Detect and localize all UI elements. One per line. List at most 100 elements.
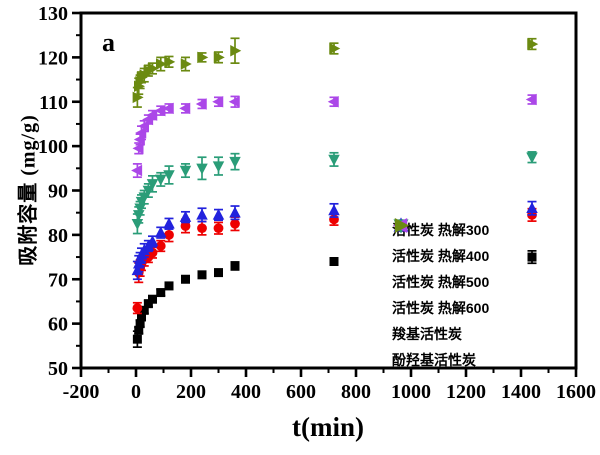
data-point [328,204,340,216]
data-point [197,223,207,234]
data-point [180,221,191,231]
data-point [164,56,176,68]
series-carboxyl-ac [131,93,537,179]
legend-label: 活性炭 热解600 [392,300,490,316]
data-point [156,58,167,70]
data-point [137,312,146,322]
y-tick-label: 70 [48,269,68,291]
data-point [329,257,339,266]
data-point [134,325,144,335]
data-point [163,217,175,229]
data-point [229,156,241,168]
x-tick-label: 1200 [446,381,486,403]
data-point [180,58,192,70]
y-axis-title: 吸附容量 (mg/g) [17,114,40,266]
data-point [213,223,224,234]
data-point [197,270,207,280]
x-tick-label: 200 [176,381,206,403]
data-point [181,274,190,284]
x-axis: -200 0 200 400 600 800 1000 1200 1400 1600 [63,368,596,403]
data-point [527,38,539,50]
series-ac-pyrolysis-300 [132,250,537,348]
data-point [135,319,145,329]
x-tick-label: 1600 [556,381,596,403]
data-point [525,93,537,106]
legend-label: 活性炭 热解300 [392,222,490,238]
series-phenolic-hydroxyl-ac [132,37,539,108]
data-point [139,305,149,315]
x-tick-label: 600 [286,381,316,403]
data-point [146,179,159,191]
data-point [230,218,240,229]
data-point [155,241,166,251]
data-point [212,208,225,220]
data-point [327,96,339,108]
data-point [155,226,167,238]
legend-label: 酚羟基活性炭 [392,352,476,368]
x-tick-label: 1400 [501,381,541,403]
y-tick-label: 100 [38,136,68,158]
data-point [212,161,225,173]
y-tick-label: 110 [39,92,68,114]
legend-item-phenolic-hydroxyl-ac: 酚羟基活性炭 [392,218,489,373]
data-point [230,44,242,57]
series-ac-pyrolysis-500 [131,200,538,281]
data-point [228,96,240,108]
data-point [164,229,174,240]
data-point [156,288,166,298]
data-point [526,152,538,164]
legend-label: 羧基活性炭 [392,326,462,342]
x-tick-label: 1000 [391,381,431,403]
y-tick-label: 90 [48,181,68,203]
data-point [229,206,241,218]
data-point [527,252,537,262]
data-point [146,235,159,247]
y-tick-label: 60 [48,314,68,336]
data-point [132,303,143,313]
x-tick-label: 800 [341,381,371,403]
legend: 活性炭 热解300 活性炭 热解400 活性炭 热解500 活性炭 热解600 羧基活性… [392,217,489,373]
legend-item-ac-pyrolysis-400: 活性炭 热解400 [392,219,490,269]
data-point [162,102,174,115]
data-point [196,163,208,175]
y-tick-label: 80 [48,225,68,247]
legend-item-carboxyl-ac: 羧基活性炭 [392,218,489,347]
legend-label: 活性炭 热解400 [392,248,490,264]
data-point [179,165,192,177]
data-point [164,281,174,291]
phenolic-hydroxyl-ac-marker-icon [394,218,410,233]
x-tick-label: -200 [63,381,100,403]
data-point [131,164,143,177]
legend-item-ac-pyrolysis-500: 活性炭 热解500 [392,217,490,295]
x-tick-label: 0 [131,381,141,403]
data-point [214,268,223,278]
data-point [154,104,166,117]
data-point [131,219,144,231]
y-tick-label: 50 [48,358,68,380]
triangle-right-icon [394,218,410,233]
data-point [146,109,158,121]
y-tick-label: 130 [38,3,68,25]
y-tick-label: 120 [38,47,68,69]
series-ac-pyrolysis-600 [131,151,538,235]
data-point [196,208,208,220]
data-point [329,42,341,55]
panel-label: a [102,28,115,57]
data-point [148,294,157,304]
data-point [230,261,240,271]
data-point [328,154,340,166]
legend-item-ac-pyrolysis-600: 活性炭 热解600 [392,219,490,321]
data-point [155,174,167,186]
data-point [132,334,142,344]
data-point [195,98,207,110]
data-point [212,96,224,108]
axes [79,11,578,370]
y-axis: 50 60 70 80 90 100 110 120 130 [38,3,81,380]
legend-label: 活性炭 热解500 [392,274,490,290]
data-point [163,170,175,182]
data-point [147,62,159,75]
data-point [179,210,192,222]
data-point [213,51,225,64]
data-point [197,51,209,64]
